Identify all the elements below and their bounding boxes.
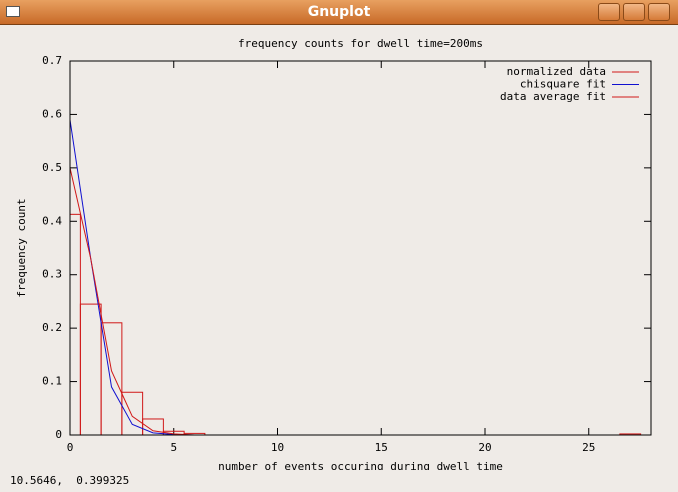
- x-tick-label: 0: [67, 441, 74, 454]
- fit-line: [69, 119, 631, 436]
- fit-line: [69, 167, 631, 436]
- y-tick-label: 0.5: [42, 161, 62, 174]
- legend-label: chisquare fit: [520, 78, 606, 91]
- minimize-button[interactable]: [598, 3, 620, 21]
- y-tick-label: 0: [55, 428, 62, 441]
- y-tick-label: 0.3: [42, 268, 62, 281]
- y-tick-label: 0.2: [42, 321, 62, 334]
- maximize-button[interactable]: [623, 3, 645, 21]
- histogram-bar: [69, 213, 81, 436]
- histogram-bar: [121, 391, 144, 436]
- close-button[interactable]: [648, 3, 670, 21]
- legend-label: normalized data: [507, 65, 606, 78]
- plot-border: [69, 60, 652, 436]
- status-bar: 10.5646, 0.399325: [10, 474, 130, 487]
- y-tick-label: 0.1: [42, 375, 62, 388]
- x-tick-label: 20: [478, 441, 491, 454]
- app-icon: [6, 6, 20, 17]
- y-tick-label: 0.7: [42, 54, 62, 67]
- chart: frequency counts for dwell time=200ms num…: [15, 37, 652, 470]
- window-title: Gnuplot: [307, 4, 371, 20]
- x-tick-label: 5: [170, 441, 177, 454]
- x-tick-label: 15: [375, 441, 388, 454]
- y-tick-label: 0.4: [42, 214, 62, 227]
- y-tick-label: 0.6: [42, 107, 62, 120]
- legend-label: data average fit: [500, 90, 606, 103]
- x-tick-label: 10: [271, 441, 284, 454]
- histogram-bar: [79, 303, 102, 436]
- y-axis-label: frequency count: [15, 198, 28, 297]
- x-axis-label: number of events occuring during dwell t…: [218, 460, 503, 470]
- chart-title: frequency counts for dwell time=200ms: [238, 37, 483, 50]
- x-tick-label: 25: [582, 441, 595, 454]
- title-bar: Gnuplot: [0, 0, 678, 25]
